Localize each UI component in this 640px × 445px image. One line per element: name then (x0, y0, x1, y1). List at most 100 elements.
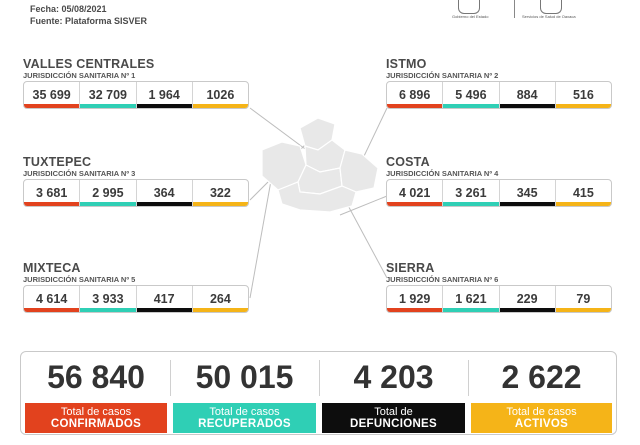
bar-recuperados (443, 308, 499, 312)
bar-recuperados (80, 104, 136, 108)
bar-activos (555, 104, 611, 108)
bar-defunciones (499, 202, 555, 206)
stat-recuperados: 1 621 (443, 286, 500, 312)
total-label-line2: CONFIRMADOS (50, 418, 142, 430)
connector-costa (339, 195, 388, 216)
region-stats: 4 021 3 261 345 415 (386, 179, 612, 207)
bar-activos (192, 202, 248, 206)
region-name: TUXTEPEC (23, 155, 92, 169)
data-source: Fuente: Plataforma SISVER (30, 16, 148, 26)
region-name: VALLES CENTRALES (23, 57, 155, 71)
region-sierra: SIERRA JURISDICCIÓN SANITARIA Nº 6 1 929… (386, 262, 612, 313)
bar-defunciones (136, 202, 192, 206)
stat-activos: 264 (192, 286, 248, 312)
total-label-line1: Total de casos (209, 406, 280, 418)
bar-confirmados (387, 308, 443, 312)
total-value: 4 203 (353, 358, 434, 395)
stat-defunciones: 1 964 (136, 82, 193, 108)
stat-defunciones: 884 (499, 82, 556, 108)
region-stats: 3 681 2 995 364 322 (23, 179, 249, 207)
stat-defunciones: 345 (499, 180, 556, 206)
stat-confirmados: 35 699 (24, 82, 81, 108)
region-name: COSTA (386, 155, 430, 169)
stat-confirmados: 4 021 (387, 180, 444, 206)
map-region-istmo (339, 149, 379, 193)
region-stats: 35 699 32 709 1 964 1026 (23, 81, 249, 109)
total-defunciones: 4 203 Total de DEFUNCIONES (319, 355, 468, 433)
map-region-costa (277, 181, 357, 213)
region-istmo: ISTMO JURISDICCIÓN SANITARIA Nº 2 6 896 … (386, 58, 612, 109)
region-stats: 4 614 3 933 417 264 (23, 285, 249, 313)
region-jurisdiction: JURISDICCIÓN SANITARIA Nº 4 (386, 169, 499, 178)
bar-recuperados (80, 308, 136, 312)
bar-recuperados (80, 202, 136, 206)
region-jurisdiction: JURISDICCIÓN SANITARIA Nº 1 (23, 71, 136, 80)
report-date: Fecha: 05/08/2021 (30, 4, 107, 14)
region-jurisdiction: JURISDICCIÓN SANITARIA Nº 2 (386, 71, 499, 80)
total-activos: 2 622 Total de casos ACTIVOS (468, 355, 615, 433)
total-confirmados: 56 840 Total de casos CONFIRMADOS (22, 355, 170, 433)
bar-defunciones (499, 308, 555, 312)
region-jurisdiction: JURISDICCIÓN SANITARIA Nº 3 (23, 169, 136, 178)
oaxaca-map (261, 117, 379, 213)
stat-recuperados: 3 261 (443, 180, 500, 206)
total-label-line2: DEFUNCIONES (349, 418, 437, 430)
bar-recuperados (443, 202, 499, 206)
stat-confirmados: 6 896 (387, 82, 444, 108)
region-valles-centrales: VALLES CENTRALES JURISDICCIÓN SANITARIA … (23, 58, 249, 109)
total-value: 50 015 (195, 358, 294, 395)
stat-confirmados: 1 929 (387, 286, 444, 312)
stat-activos: 516 (555, 82, 611, 108)
bar-activos (555, 202, 611, 206)
state-government-logo (458, 0, 480, 14)
bar-activos (555, 308, 611, 312)
totals-divider (170, 360, 171, 396)
region-stats: 6 896 5 496 884 516 (386, 81, 612, 109)
stat-confirmados: 4 614 (24, 286, 81, 312)
health-services-caption: Servicios de Salud de Oaxaca (522, 14, 576, 19)
logo-divider (514, 0, 515, 18)
total-label: Total de casos RECUPERADOS (173, 403, 316, 433)
bar-confirmados (24, 104, 80, 108)
stat-activos: 79 (555, 286, 611, 312)
region-name: SIERRA (386, 261, 435, 275)
health-services-logo (540, 0, 562, 14)
stat-activos: 1026 (192, 82, 248, 108)
total-recuperados: 50 015 Total de casos RECUPERADOS (170, 355, 319, 433)
stat-confirmados: 3 681 (24, 180, 81, 206)
total-label-line1: Total de casos (506, 406, 577, 418)
region-stats: 1 929 1 621 229 79 (386, 285, 612, 313)
bar-confirmados (24, 202, 80, 206)
total-value: 56 840 (47, 358, 145, 395)
bar-confirmados (24, 308, 80, 312)
bar-activos (192, 104, 248, 108)
bar-confirmados (387, 104, 443, 108)
total-label-line2: ACTIVOS (514, 418, 569, 430)
totals-divider (319, 360, 320, 396)
total-label: Total de casos CONFIRMADOS (25, 403, 167, 433)
logos: Gobierno del Estado Servicios de Salud d… (448, 0, 598, 20)
stat-defunciones: 364 (136, 180, 193, 206)
region-name: MIXTECA (23, 261, 81, 275)
region-mixteca: MIXTECA JURISDICCIÓN SANITARIA Nº 5 4 61… (23, 262, 249, 313)
stat-recuperados: 32 709 (80, 82, 137, 108)
bar-recuperados (443, 104, 499, 108)
stat-recuperados: 5 496 (443, 82, 500, 108)
total-label: Total de casos ACTIVOS (471, 403, 612, 433)
region-name: ISTMO (386, 57, 427, 71)
total-label-line1: Total de casos (60, 406, 132, 418)
stat-recuperados: 2 995 (80, 180, 137, 206)
stat-defunciones: 417 (136, 286, 193, 312)
connector-mixteca (249, 174, 273, 299)
bar-defunciones (136, 104, 192, 108)
totals-panel (20, 351, 617, 435)
totals-divider (468, 360, 469, 396)
region-jurisdiction: JURISDICCIÓN SANITARIA Nº 6 (386, 275, 499, 284)
total-label-line2: RECUPERADOS (198, 418, 291, 430)
stat-defunciones: 229 (499, 286, 556, 312)
bar-defunciones (136, 308, 192, 312)
region-tuxtepec: TUXTEPEC JURISDICCIÓN SANITARIA Nº 3 3 6… (23, 156, 249, 207)
total-label-line1: Total de (374, 406, 413, 418)
state-government-caption: Gobierno del Estado (452, 14, 489, 19)
